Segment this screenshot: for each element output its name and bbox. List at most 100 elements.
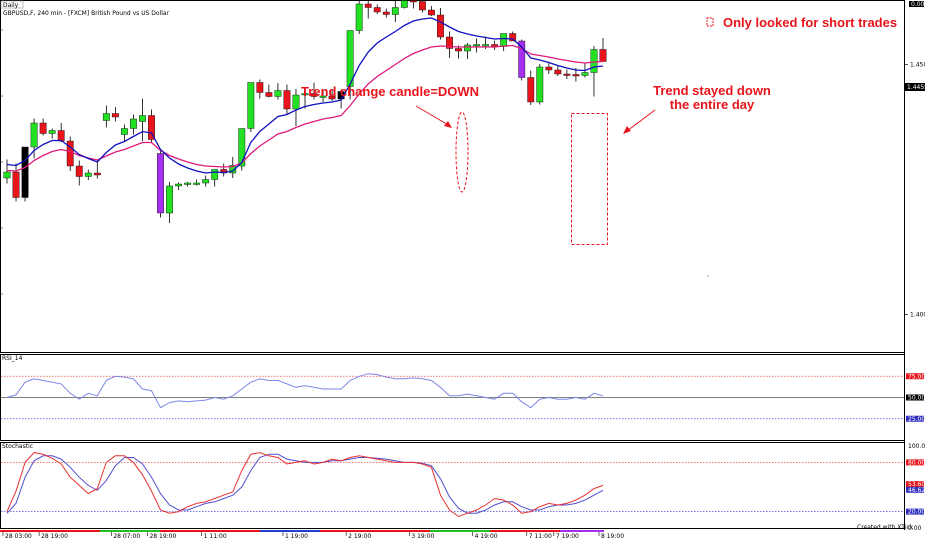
current-price-label: 1.4455	[907, 84, 925, 91]
time-tick-label: 7 11:00	[529, 533, 552, 539]
top-right-badge-label: 0.00	[911, 1, 925, 8]
stoch-d-line	[6, 453, 604, 514]
stoch-tick-tag	[906, 525, 924, 531]
candle-body	[455, 48, 462, 52]
rsi-panel-label: RSI_14	[2, 355, 23, 362]
time-tick-label: 7 19:00	[556, 533, 579, 539]
candle-body	[130, 118, 137, 129]
session-segment	[430, 530, 490, 532]
rsi-tick-tag	[906, 373, 924, 380]
rsi-line	[6, 373, 604, 409]
candle-body	[256, 82, 264, 93]
candle-body	[193, 182, 201, 185]
candle-body	[301, 93, 309, 96]
price-panel-frame	[0, 0, 905, 353]
stoch-tick-label: 53.60	[908, 481, 925, 488]
trend-down-line1: Trend stayed down	[653, 83, 771, 98]
stoch-tick-tag	[906, 486, 924, 493]
candle-body	[373, 7, 381, 13]
legend-text: Only looked for short trades	[723, 15, 897, 30]
stoch-panel-frame	[0, 442, 905, 529]
candle-body	[229, 165, 237, 174]
trend-change-ellipse	[455, 111, 469, 193]
candle-body	[536, 66, 544, 103]
candle-body	[292, 94, 300, 110]
stoch-tick-tag	[906, 508, 924, 515]
trend-down-arrow	[626, 109, 656, 132]
tab-daily-label: Daily	[3, 2, 19, 9]
stoch-tick-label: 20.00	[908, 509, 925, 516]
time-tick-label: 1 11:00	[204, 533, 227, 539]
candle-body	[500, 33, 508, 47]
candle-body	[554, 69, 562, 75]
stoch-tick-label: 0.00	[908, 525, 922, 532]
stoch-tick-label: 80.00	[908, 459, 925, 466]
candle-body	[545, 66, 553, 71]
candles-group	[3, 0, 607, 223]
candle-body	[247, 82, 255, 129]
stoch-tick-tag	[906, 459, 924, 466]
time-tick-label: 1 19:00	[285, 533, 308, 539]
candle-body	[391, 7, 399, 15]
time-tick-label: 28 19:00	[41, 533, 68, 539]
candle-body	[355, 3, 363, 31]
candle-body	[211, 169, 219, 180]
candle-body	[599, 49, 607, 62]
candle-body	[12, 171, 20, 198]
trend-down-box	[571, 113, 608, 245]
price-tick-label: 1.4000	[910, 312, 925, 319]
time-tick-label: 3 19:00	[411, 533, 434, 539]
candle-body	[464, 44, 471, 52]
time-tick-label: 28 07:00	[113, 533, 140, 539]
session-segment	[320, 530, 430, 532]
trend-change-arrow	[415, 105, 451, 127]
candle-body	[319, 95, 327, 98]
tab-daily[interactable]	[0, 0, 24, 9]
trend-change-arrowhead	[444, 121, 452, 128]
candle-body	[518, 40, 526, 78]
trend-down-line2: the entire day	[670, 97, 755, 112]
candle-body	[509, 33, 517, 42]
candle-body	[30, 122, 38, 148]
price-tick-label: 1.4500	[910, 62, 925, 69]
rsi-tick-label: 75.00	[908, 373, 925, 380]
candle-body	[166, 185, 173, 214]
stray-dot	[707, 275, 709, 277]
legend-dashed-box	[706, 17, 714, 27]
candle-body	[3, 171, 11, 179]
candle-body	[102, 113, 110, 121]
candle-body	[400, 0, 408, 8]
time-axis: 28 03:00 28 19:00 28 07:00 28 19:00 1 11:00 1…	[2, 532, 624, 539]
candle-body	[446, 36, 453, 49]
candle-body	[265, 92, 273, 97]
symbol-title: GBPUSD,F, 240 min - [FXCM] British Pound…	[3, 10, 170, 17]
candle-body	[75, 165, 83, 177]
candle-body	[175, 183, 182, 187]
candle-body	[120, 128, 128, 135]
session-segment	[260, 530, 320, 532]
candle-body	[157, 153, 164, 214]
session-segment	[160, 530, 260, 532]
candle-body	[572, 74, 580, 77]
stoch-tick-label: 46.62	[908, 487, 925, 494]
session-segment	[560, 530, 604, 532]
candle-body	[93, 172, 101, 176]
candle-body	[328, 95, 336, 100]
time-tick-label: 28 19:00	[149, 533, 176, 539]
candle-body	[202, 179, 210, 184]
top-right-badge	[909, 1, 924, 7]
rsi-tick-tag	[906, 415, 924, 422]
candle-body	[184, 182, 192, 185]
candle-body	[139, 115, 146, 122]
candle-body	[148, 115, 155, 140]
candle-body	[482, 44, 490, 47]
candle-body	[84, 172, 92, 177]
current-price-tag	[905, 83, 925, 91]
credit-text: Created with XTick	[857, 524, 914, 531]
moving-averages	[6, 17, 604, 174]
rsi-group: 75.00 50.00 25.00	[1, 373, 925, 423]
candle-body	[428, 9, 435, 16]
candle-body	[283, 90, 291, 110]
